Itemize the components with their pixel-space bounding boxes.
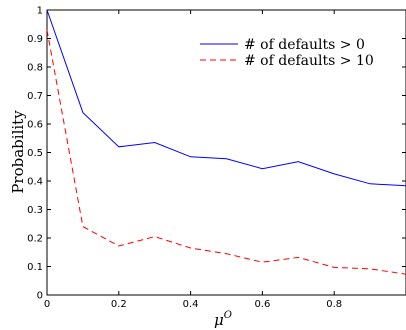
x-tick-label: 0 (44, 299, 50, 310)
y-tick-label: 0.3 (27, 205, 43, 216)
legend-label-0: # of defaults > 0 (244, 37, 365, 53)
y-tick-label: 0.2 (27, 234, 43, 245)
x-tick-label: 0.4 (183, 299, 199, 310)
series-layer (46, 9, 406, 275)
y-tick-label: 0 (37, 291, 43, 302)
y-tick-label: 0.7 (27, 91, 43, 102)
x-tick-label: 0.2 (111, 299, 127, 310)
x-axis-label-superscript: O (224, 310, 232, 321)
y-tick-label: 1 (37, 6, 43, 17)
y-tick-label: 0.1 (27, 262, 43, 273)
y-tick-label: 0.6 (27, 120, 43, 131)
y-tick-label: 0.9 (27, 34, 43, 45)
legend: # of defaults > 0 # of defaults > 10 (200, 37, 374, 69)
x-tick-label: 0.6 (254, 299, 270, 310)
x-tick-label: 0.8 (326, 299, 342, 310)
legend-label-1: # of defaults > 10 (244, 53, 374, 69)
x-axis-label: μO (214, 310, 232, 329)
y-axis-label: Probability (9, 110, 27, 194)
series-line-0 (46, 9, 406, 187)
y-tick-label: 0.8 (27, 63, 43, 74)
x-axis-label-base: μ (214, 311, 224, 329)
x-axis: 0 0.2 0.4 0.6 0.8 (44, 10, 342, 310)
y-axis: 0 0.1 0.2 0.3 0.4 0.5 0.6 0.7 0.8 0.9 1 (27, 6, 406, 302)
y-tick-label: 0.4 (27, 177, 43, 188)
series-line-1 (46, 29, 406, 275)
y-tick-label: 0.5 (27, 148, 43, 159)
